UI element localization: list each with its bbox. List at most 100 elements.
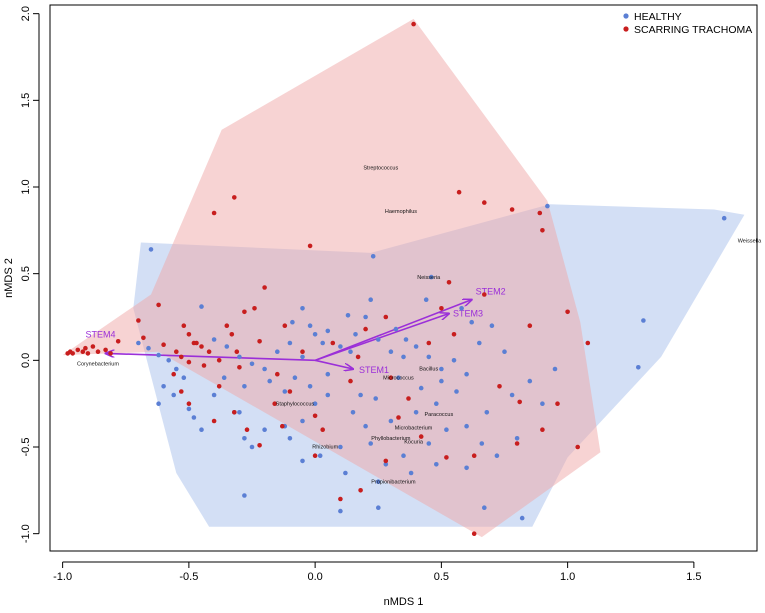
taxon-label: Microbacterium (395, 426, 433, 432)
point-healthy (451, 358, 457, 363)
point-healthy (181, 375, 187, 381)
point-scarring-trachoma (103, 347, 108, 353)
point-scarring-trachoma (565, 309, 570, 315)
x-tick-label: 0.5 (434, 571, 449, 583)
point-scarring-trachoma (527, 323, 533, 329)
point-healthy (287, 436, 293, 441)
point-scarring-trachoma (216, 358, 222, 363)
point-scarring-trachoma (312, 453, 318, 459)
taxon-label: Paracoccus (424, 412, 453, 418)
point-healthy (439, 366, 444, 372)
hull-scarring-trachoma (62, 18, 601, 538)
point-scarring-trachoma (555, 401, 560, 407)
point-scarring-trachoma (497, 384, 502, 389)
point-healthy (338, 344, 343, 349)
point-healthy (363, 423, 368, 429)
point-scarring-trachoma (211, 418, 217, 424)
point-healthy (249, 361, 255, 367)
point-scarring-trachoma (262, 285, 267, 290)
point-scarring-trachoma (514, 441, 520, 446)
point-healthy (479, 441, 485, 446)
point-scarring-trachoma (456, 189, 462, 195)
point-healthy (469, 319, 475, 325)
point-scarring-trachoma (540, 427, 545, 433)
point-scarring-trachoma (115, 339, 121, 344)
point-healthy (388, 418, 394, 424)
point-healthy (242, 436, 247, 441)
point-healthy (540, 401, 545, 407)
point-healthy (527, 378, 533, 384)
y-axis-label: nMDS 2 (3, 258, 15, 298)
point-healthy (292, 375, 298, 381)
point-scarring-trachoma (482, 200, 487, 205)
point-scarring-trachoma (141, 335, 146, 341)
point-healthy (552, 366, 558, 372)
point-healthy (368, 441, 374, 446)
point-healthy (262, 366, 267, 372)
taxon-label: Rhizobium (312, 445, 338, 451)
point-scarring-trachoma (418, 434, 424, 439)
point-scarring-trachoma (224, 323, 230, 329)
point-scarring-trachoma (136, 318, 141, 323)
point-scarring-trachoma (237, 365, 242, 370)
point-healthy (413, 344, 419, 349)
point-healthy (287, 340, 293, 346)
point-healthy (370, 253, 376, 259)
point-healthy (444, 427, 449, 433)
y-tick-label: 0.0 (20, 353, 32, 368)
point-scarring-trachoma (229, 332, 235, 337)
point-scarring-trachoma (90, 344, 96, 349)
point-scarring-trachoma (383, 314, 389, 320)
point-scarring-trachoma (85, 351, 91, 356)
axes: -1.0 -0.5 0.0 0.5 1.0 1.5 -1.0 -0.5 0.0 0.5 1.0 1.5… (20, 6, 702, 583)
point-healthy (353, 332, 358, 337)
vector-label-stem2: STEM2 (476, 287, 506, 297)
point-scarring-trachoma (517, 399, 522, 405)
point-scarring-trachoma (186, 401, 192, 407)
point-healthy (345, 313, 351, 318)
point-healthy (396, 375, 401, 381)
point-scarring-trachoma (446, 280, 452, 285)
point-healthy (434, 462, 439, 467)
y-tick-label: -1.0 (20, 524, 32, 543)
vector-layer: STEM1 STEM2 STEM3 STEM4 (86, 287, 506, 375)
point-scarring-trachoma (406, 396, 411, 401)
taxon-label: Propionibacterium (371, 479, 416, 485)
taxon-label: Neisseria (417, 275, 441, 281)
point-scarring-trachoma (95, 349, 101, 355)
point-healthy (290, 319, 295, 325)
x-tick-label: 1.0 (560, 571, 575, 583)
point-healthy (307, 323, 313, 329)
point-healthy (249, 444, 255, 450)
point-healthy (338, 444, 343, 450)
point-healthy (171, 392, 176, 398)
point-healthy (403, 337, 409, 342)
vector-stem2 (314, 300, 472, 362)
point-healthy (509, 392, 515, 398)
point-healthy (267, 378, 273, 384)
point-healthy (300, 418, 305, 424)
point-healthy (376, 337, 381, 342)
point-healthy (393, 326, 399, 332)
taxon-label: Staphylococcus (276, 401, 315, 407)
point-healthy (186, 406, 192, 412)
point-healthy (325, 328, 331, 334)
point-healthy (320, 340, 326, 346)
point-scarring-trachoma (575, 444, 580, 450)
point-scarring-trachoma (191, 340, 197, 346)
point-healthy (454, 389, 459, 394)
point-healthy (388, 349, 394, 355)
point-healthy (237, 410, 242, 415)
point-healthy (363, 314, 368, 320)
point-scarring-trachoma (509, 207, 515, 212)
point-healthy (312, 332, 318, 337)
point-healthy (136, 340, 141, 346)
point-scarring-trachoma (471, 531, 477, 536)
point-healthy (211, 337, 217, 342)
point-healthy (156, 352, 161, 358)
taxon-label: Kocuria (404, 440, 424, 446)
point-healthy (484, 410, 490, 415)
point-healthy (401, 354, 406, 360)
point-scarring-trachoma (199, 344, 204, 349)
